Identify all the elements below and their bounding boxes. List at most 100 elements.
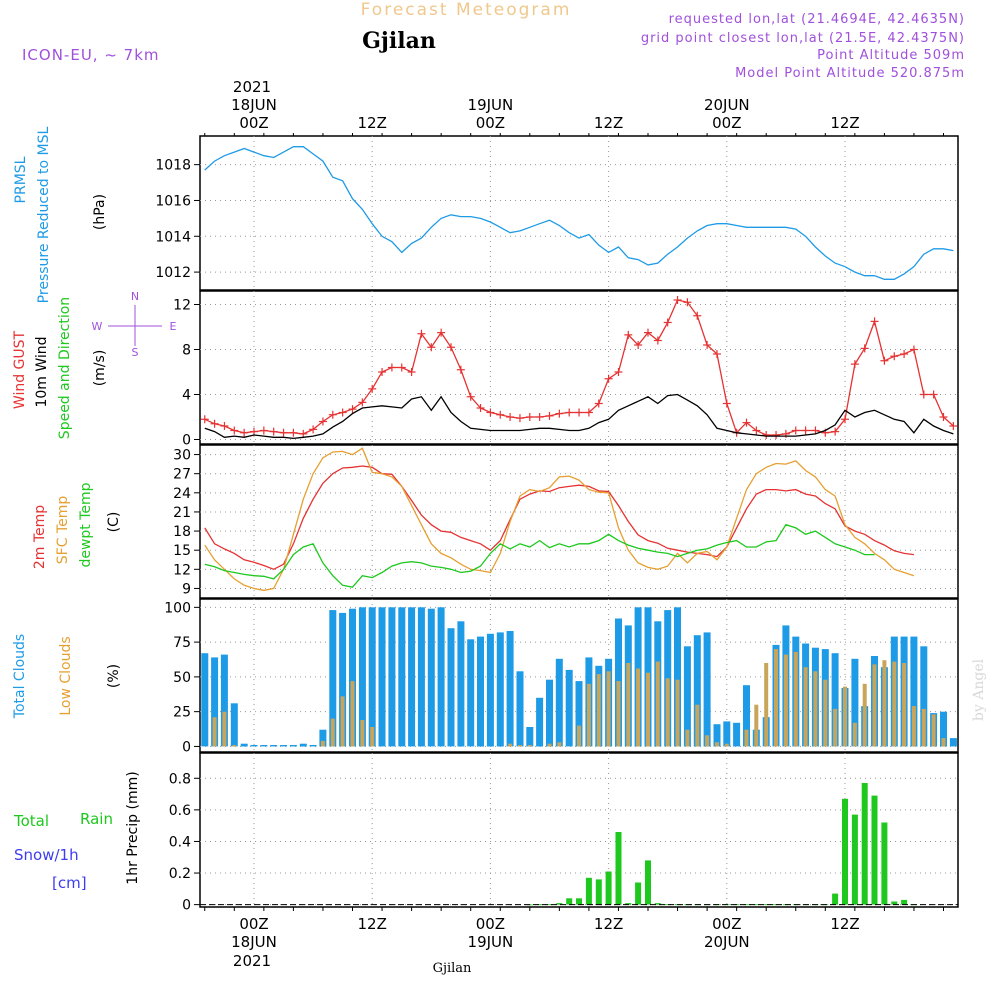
total-cloud-bar (368, 607, 376, 747)
bottom-year-label: 2021 (233, 952, 271, 970)
precip-bar (881, 822, 888, 905)
gust-point (870, 317, 879, 326)
gust-point (407, 368, 416, 376)
total-clouds-label: Total Clouds (12, 634, 28, 719)
snow-unit-label: [cm] (52, 874, 87, 892)
model-label: ICON-EU, ~ 7km (22, 46, 160, 64)
gust-point (378, 368, 387, 376)
gust-point (338, 408, 347, 417)
precip-bar (763, 904, 770, 906)
low-cloud-bar (340, 696, 345, 747)
total-cloud-bar (201, 653, 209, 747)
total-cloud-bar (723, 721, 731, 747)
point-altitude: Point Altitude 509m (817, 48, 965, 63)
top-time-label: 00Z (239, 114, 268, 132)
low-cloud-bar (921, 708, 926, 747)
gust-label: Wind GUST (12, 330, 28, 409)
low-cloud-bar (665, 678, 670, 747)
total-cloud-bar (526, 727, 534, 747)
top-day-label: 18JUN (231, 96, 277, 114)
total-cloud-bar (339, 612, 347, 747)
gust-point (594, 399, 603, 408)
low-cloud-bar (616, 681, 621, 747)
total-cloud-bar (378, 607, 386, 747)
total-cloud-bar (703, 632, 711, 747)
total-cloud-bar (546, 679, 553, 747)
top-time-label: 00Z (476, 114, 505, 132)
dewpt-label: dewpt Temp (78, 482, 94, 567)
gust-point (279, 428, 288, 437)
total-cloud-bar (211, 657, 219, 747)
bottom-time-label: 00Z (476, 915, 505, 933)
low-cloud-bar (843, 686, 847, 747)
low-cloud-bar (902, 663, 907, 747)
top-time-label: 12Z (830, 114, 859, 132)
low-cloud-bar (754, 704, 759, 747)
total-cloud-bar (575, 681, 583, 747)
low-cloud-bar (675, 679, 680, 747)
low-clouds-label: Low Clouds (58, 636, 74, 715)
gust-point (210, 419, 219, 428)
prmsl-label: PRMSL (13, 156, 29, 203)
low-cloud-bar (320, 740, 325, 747)
y-tick-label: 8 (182, 343, 191, 359)
low-cloud-bar (212, 717, 217, 747)
pressure-panel: 1012 1014 1016 1018 (155, 135, 959, 291)
gust-point (722, 399, 731, 408)
gust-point (476, 404, 485, 412)
pressure-unit-label: (hPa) (92, 194, 108, 230)
gust-point (535, 413, 544, 421)
gust-point (949, 422, 958, 430)
series-line-sfc-temp (204, 447, 915, 592)
low-cloud-bar (941, 738, 946, 747)
precip-bar (645, 860, 651, 905)
total-cloud-bar (240, 743, 248, 747)
panel-frame (199, 135, 959, 291)
gust-point (693, 311, 702, 320)
compass-n: N (131, 290, 139, 303)
total-cloud-bar (477, 636, 484, 747)
total-cloud-bar (280, 745, 288, 747)
chart-title: Forecast Meteogram (361, 0, 572, 20)
gust-point (634, 341, 643, 349)
low-cloud-bar (586, 683, 591, 747)
precip-bar (753, 904, 760, 906)
total-cloud-bar (427, 608, 435, 747)
total-cloud-bar (349, 608, 356, 747)
total-cloud-bar (437, 607, 445, 747)
low-cloud-bar (626, 663, 631, 747)
bottom-time-label: 12Z (594, 915, 623, 933)
gust-point (318, 417, 327, 426)
precip-bar (832, 893, 839, 905)
total-cloud-bar (506, 631, 514, 747)
gust-point (309, 425, 318, 434)
gust-point (624, 330, 633, 339)
gust-point (486, 408, 495, 417)
footer-location: Gjilan (433, 961, 472, 976)
low-cloud-bar (813, 671, 818, 747)
panel-frame (199, 598, 959, 753)
gust-point (250, 427, 258, 436)
gust-point (269, 427, 278, 436)
total-cloud-bar (408, 607, 416, 747)
low-cloud-bar (724, 743, 729, 747)
gust-point (584, 408, 593, 417)
low-cloud-bar (764, 663, 769, 747)
low-cloud-bar (646, 672, 650, 747)
total-cloud-bar (516, 671, 524, 747)
total-cloud-bar (713, 724, 721, 747)
gust-point (791, 426, 800, 435)
gust-point (328, 410, 337, 419)
gust-point (712, 350, 721, 358)
y-tick-label: 12 (173, 298, 191, 314)
y-tick-label: 0.4 (169, 834, 191, 850)
total-cloud-bar (664, 610, 672, 747)
location-title: Gjilan (362, 28, 436, 54)
low-cloud-bar (892, 661, 897, 747)
total-cloud-bar (388, 607, 396, 747)
compass-s: S (132, 346, 139, 359)
gust-point (466, 392, 475, 401)
top-time-label: 12Z (358, 114, 387, 132)
gust-point (929, 390, 938, 399)
